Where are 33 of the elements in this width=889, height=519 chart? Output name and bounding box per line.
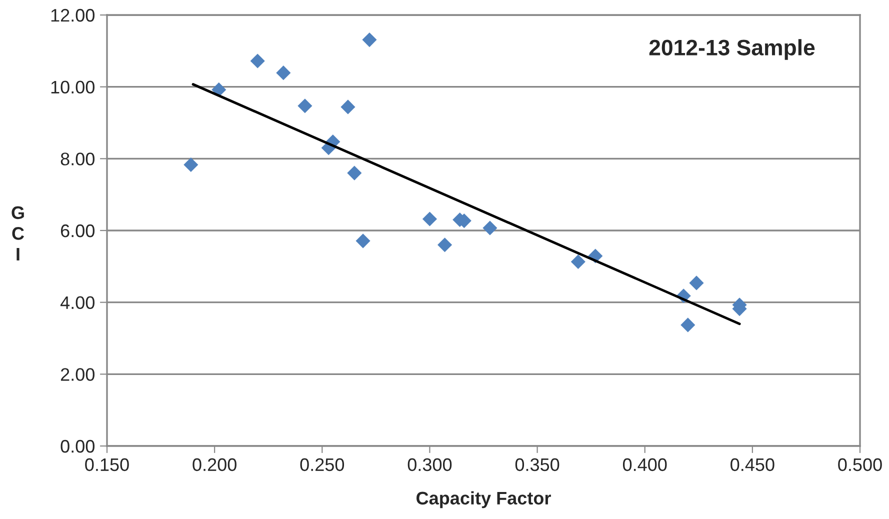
y-tick-label: 8.00 <box>60 152 94 166</box>
point <box>482 220 498 236</box>
x-tick-label: 0.350 <box>515 458 560 472</box>
point <box>184 157 198 172</box>
y-axis-title: G C I <box>12 206 24 260</box>
point <box>340 100 356 114</box>
x-tick-label: 0.400 <box>622 458 667 472</box>
point <box>362 32 377 48</box>
point <box>298 98 312 114</box>
x-tick-label: 0.200 <box>192 458 236 472</box>
y-tick-label: 4.00 <box>60 296 94 310</box>
point <box>689 276 704 290</box>
point <box>250 54 265 68</box>
y-tick-label: 0.00 <box>60 440 94 453</box>
x-tick-label: 0.150 <box>85 458 129 472</box>
x-tick-label: 0.500 <box>838 458 882 472</box>
y-tick-label: 2.00 <box>60 368 94 381</box>
point <box>422 212 437 226</box>
y-tick-label: 10.00 <box>51 80 94 94</box>
point <box>437 238 452 252</box>
x-tick-label: 0.450 <box>730 458 774 472</box>
x-tick-label: 0.250 <box>300 458 344 472</box>
point <box>347 166 362 180</box>
point <box>680 318 696 332</box>
point <box>570 254 586 270</box>
x-tick-label: 0.300 <box>408 458 452 472</box>
y-tick-label: 6.00 <box>60 224 94 238</box>
point <box>276 66 291 80</box>
point <box>212 82 226 97</box>
text: 2012-13 Sample <box>649 39 815 60</box>
point <box>356 234 370 248</box>
y-tick-label: 12.00 <box>51 8 94 22</box>
x-axis-title: Capacity Factor <box>416 491 551 508</box>
